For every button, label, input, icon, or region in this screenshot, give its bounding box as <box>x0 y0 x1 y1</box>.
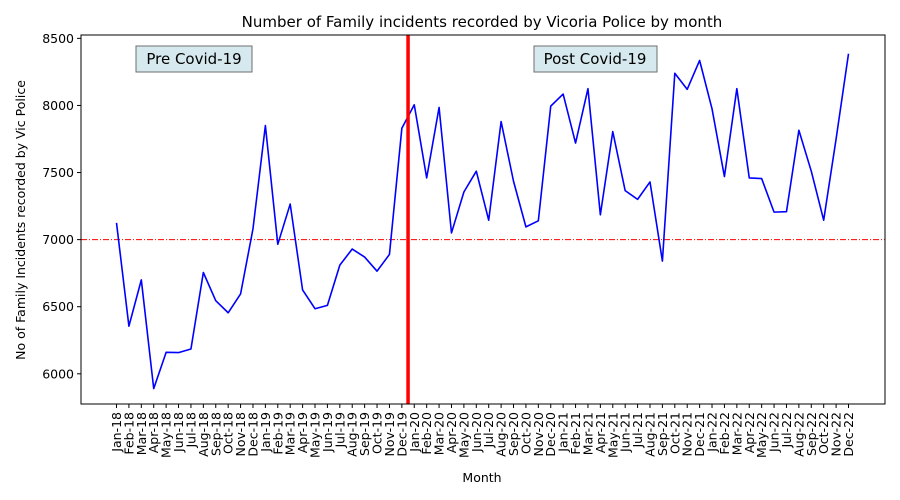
x-tick-label: Sep-20 <box>506 412 521 456</box>
x-tick-label: Apr-19 <box>295 412 310 453</box>
x-tick-label: Mar-18 <box>134 412 149 455</box>
x-tick-label: Sep-19 <box>357 412 372 456</box>
x-tick-label: Mar-22 <box>729 412 744 455</box>
chart-title: Number of Family incidents recorded by V… <box>242 13 723 31</box>
x-axis: Jan-18Feb-18Mar-18Apr-18May-18Jun-18Jul-… <box>109 404 856 458</box>
y-tick-label: 7000 <box>42 232 74 247</box>
x-tick-label: Apr-18 <box>146 412 161 453</box>
x-tick-label: Jun-19 <box>320 412 335 453</box>
x-tick-label: Jan-18 <box>109 412 124 453</box>
annotation-post-covid: Post Covid-19 <box>533 45 658 73</box>
annotation-post-covid-text: Post Covid-19 <box>544 50 647 68</box>
x-tick-label: Feb-19 <box>270 412 285 455</box>
x-tick-label: Jul-22 <box>779 412 794 449</box>
x-tick-label: Nov-18 <box>233 412 248 457</box>
x-tick-label: Jun-22 <box>767 412 782 453</box>
series-line-0 <box>115 53 850 390</box>
x-tick-label: Aug-21 <box>642 412 657 457</box>
x-tick-label: Apr-21 <box>593 412 608 453</box>
x-tick-label: Aug-20 <box>494 412 509 457</box>
x-tick-label: Jan-19 <box>258 412 273 453</box>
plot-frame <box>80 34 886 405</box>
x-tick-label: May-22 <box>754 412 769 458</box>
y-tick-label: 8500 <box>42 31 74 46</box>
y-tick-label: 6500 <box>42 299 74 314</box>
x-tick-label: Jul-21 <box>630 412 645 449</box>
annotation-pre-covid-text: Pre Covid-19 <box>146 50 241 68</box>
x-tick-label: Nov-20 <box>531 412 546 457</box>
x-tick-label: Dec-21 <box>692 412 707 457</box>
x-tick-label: Aug-18 <box>196 412 211 457</box>
x-axis-title: Month <box>462 470 501 485</box>
x-tick-label: Jul-20 <box>481 412 496 449</box>
x-tick-label: May-19 <box>308 412 323 458</box>
plot-area <box>81 35 885 404</box>
x-tick-label: Apr-22 <box>742 412 757 453</box>
y-tick-label: 6000 <box>42 366 74 381</box>
x-tick-label: Nov-19 <box>382 412 397 457</box>
y-axis: 6000 6500 7000 7500 8000 8500 <box>42 31 81 381</box>
x-tick-label: May-21 <box>605 412 620 458</box>
x-tick-label: Feb-20 <box>419 412 434 455</box>
y-axis-title: No of Family Incidents recorded by Vic P… <box>13 80 28 360</box>
x-tick-label: Mar-20 <box>432 412 447 455</box>
x-tick-label: Oct-18 <box>221 412 236 454</box>
x-tick-label: Sep-22 <box>804 412 819 456</box>
x-tick-label: Aug-22 <box>791 412 806 457</box>
x-tick-label: Jan-22 <box>705 412 720 453</box>
x-tick-label: Feb-21 <box>568 412 583 455</box>
x-tick-label: Oct-19 <box>370 412 385 454</box>
x-tick-label: Nov-21 <box>680 412 695 456</box>
x-tick-label: Jul-18 <box>183 412 198 449</box>
x-tick-label: Jan-20 <box>407 412 422 453</box>
annotation-post-covid-box <box>533 45 658 73</box>
x-tick-label: Mar-19 <box>283 412 298 455</box>
x-tick-label: Sep-18 <box>208 412 223 456</box>
x-tick-label: Jul-19 <box>332 412 347 449</box>
x-tick-label: Dec-20 <box>543 412 558 457</box>
x-tick-label: Jan-21 <box>556 412 571 453</box>
x-tick-label: Sep-21 <box>655 412 670 456</box>
x-tick-label: May-20 <box>456 412 471 458</box>
x-tick-label: Jun-18 <box>171 412 186 453</box>
x-tick-label: Aug-19 <box>345 412 360 457</box>
annotation-pre-covid-box <box>135 45 253 73</box>
annotation-pre-covid: Pre Covid-19 <box>135 45 253 73</box>
x-tick-label: Dec-22 <box>841 412 856 457</box>
x-tick-label: Feb-18 <box>121 412 136 455</box>
x-tick-label: Dec-19 <box>394 412 409 457</box>
x-tick-label: Apr-20 <box>444 412 459 453</box>
y-tick-label: 8000 <box>42 98 74 113</box>
x-tick-label: Nov-22 <box>829 412 844 456</box>
x-tick-label: Oct-22 <box>816 412 831 454</box>
x-tick-label: Oct-20 <box>518 412 533 454</box>
x-tick-label: Jun-20 <box>469 412 484 453</box>
x-tick-label: Dec-18 <box>245 412 260 457</box>
x-tick-label: Jun-21 <box>618 412 633 453</box>
y-tick-label: 7500 <box>42 165 74 180</box>
x-tick-label: Mar-21 <box>580 412 595 455</box>
x-tick-label: May-18 <box>159 412 174 458</box>
x-tick-label: Feb-22 <box>717 412 732 455</box>
x-tick-label: Oct-21 <box>667 412 682 454</box>
